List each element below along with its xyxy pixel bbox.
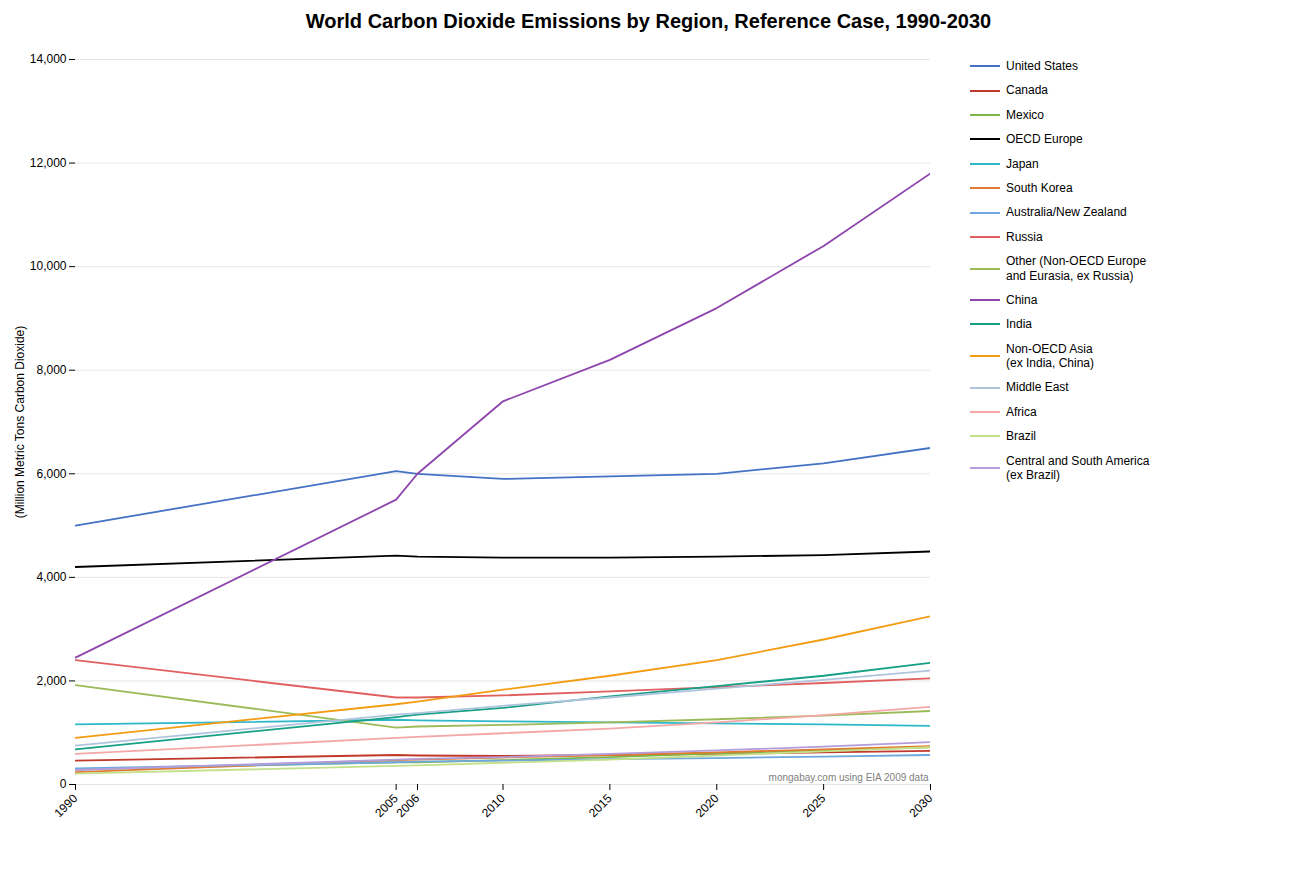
svg-text:(Million Metric Tons Carbon Di: (Million Metric Tons Carbon Dioxide) — [13, 326, 27, 519]
html-text:Middle East: Middle East — [1006, 380, 1069, 395]
html-text:Africa: Africa — [1006, 404, 1037, 419]
html-text:Brazil: Brazil — [1006, 429, 1036, 444]
svg-text:2020: 2020 — [693, 791, 722, 820]
html-text:Canada: Canada — [1006, 83, 1048, 98]
html-text:India: India — [1006, 317, 1032, 332]
svg-text:2,000: 2,000 — [36, 674, 66, 688]
svg-text:mongabay.com using EIA 2009 da: mongabay.com using EIA 2009 data — [769, 772, 929, 783]
svg-text:14,000: 14,000 — [30, 52, 67, 66]
svg-text:12,000: 12,000 — [30, 156, 67, 170]
html-text:United States: United States — [1006, 59, 1078, 73]
html-text:China: China — [1006, 292, 1038, 307]
svg-text:6,000: 6,000 — [36, 467, 66, 481]
svg-text:0: 0 — [60, 777, 67, 791]
svg-text:8,000: 8,000 — [36, 363, 66, 377]
html-text:South Korea: South Korea — [1006, 181, 1073, 195]
svg-text:2010: 2010 — [479, 791, 508, 820]
html-text:Russia: Russia — [1006, 229, 1043, 244]
svg-text:4,000: 4,000 — [36, 570, 66, 584]
html-text:Japan: Japan — [1006, 156, 1039, 171]
html-text:Non-OECD Asia (ex India, China: Non-OECD Asia (ex India, China) — [1006, 341, 1094, 371]
svg-text:2006: 2006 — [394, 791, 423, 820]
html-text:Other (Non-OECD Europe and Eur: Other (Non-OECD Europe and Eurasia, ex R… — [1006, 254, 1147, 283]
html-text:Central and South America (ex: Central and South America (ex Brazil) — [1006, 453, 1150, 482]
html-text:World Carbon Dioxide Emissions: World Carbon Dioxide Emissions by Region… — [305, 10, 992, 32]
svg-text:2005: 2005 — [372, 791, 401, 820]
html-text:Mexico: Mexico — [1006, 107, 1044, 122]
svg-text:10,000: 10,000 — [30, 259, 67, 273]
svg-text:2015: 2015 — [586, 791, 615, 820]
svg-text:2025: 2025 — [800, 791, 829, 820]
svg-text:1990: 1990 — [52, 791, 81, 820]
html-text:OECD Europe: OECD Europe — [1006, 132, 1083, 147]
svg-text:2030: 2030 — [907, 791, 936, 820]
html-text:Australia/New Zealand: Australia/New Zealand — [1006, 205, 1127, 220]
